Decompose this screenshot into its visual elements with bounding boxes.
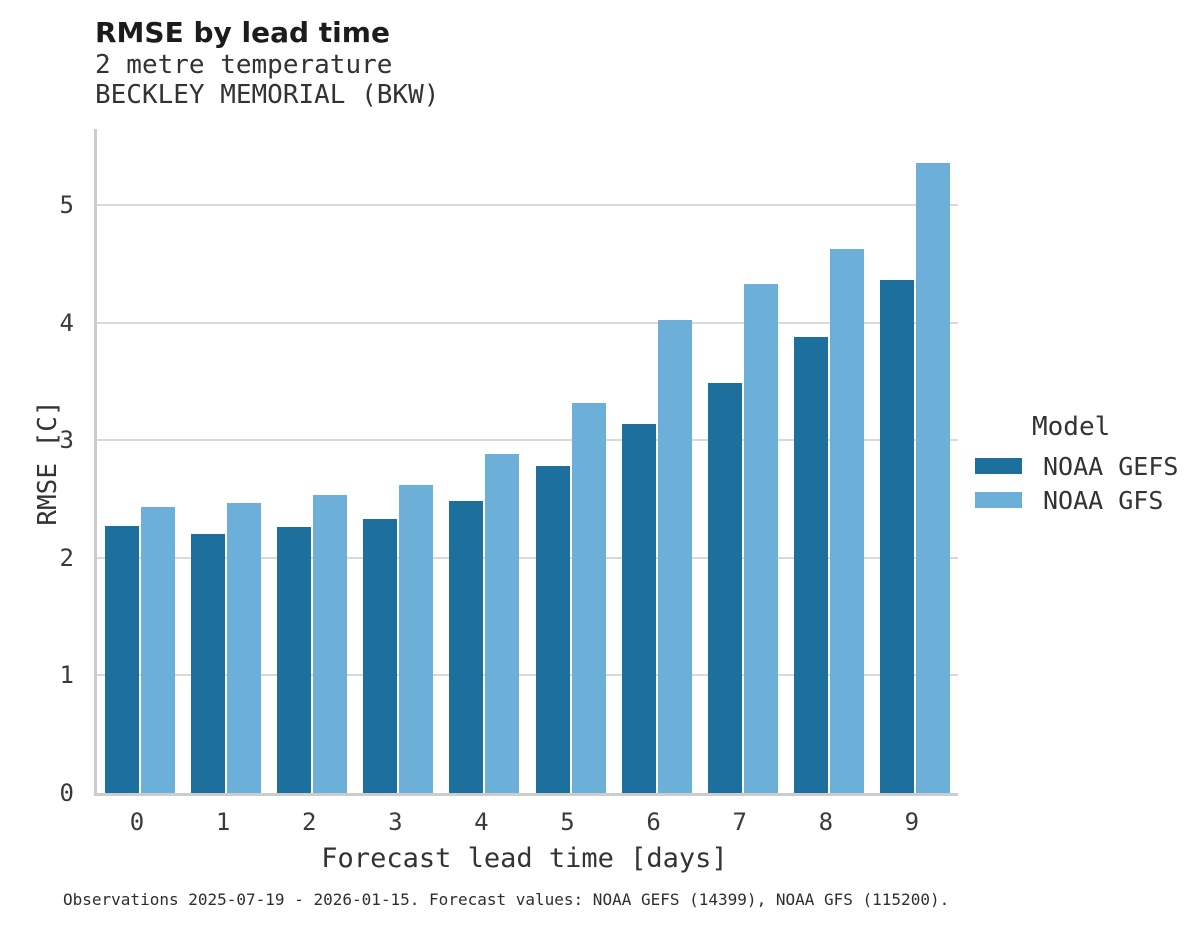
y-tick-label-5: 5: [59, 191, 74, 219]
gridline-y-5: [97, 204, 958, 206]
bar-noaa-gefs-lead-1: [191, 534, 226, 793]
bar-noaa-gfs-lead-0: [141, 507, 175, 793]
x-tick-label-7: 7: [732, 808, 747, 836]
bar-noaa-gfs-lead-5: [571, 402, 606, 793]
bar-noaa-gfs-lead-1: [227, 502, 262, 793]
y-tick-label-3: 3: [59, 426, 74, 455]
bar-noaa-gefs-lead-8: [793, 336, 828, 793]
plot-area: [94, 129, 958, 796]
bar-noaa-gefs-lead-2: [277, 527, 312, 793]
gridline-y-1: [97, 674, 958, 677]
bar-noaa-gfs-lead-3: [399, 484, 434, 793]
bar-noaa-gefs-lead-4: [449, 501, 484, 793]
y-axis-label: RMSE [C]: [33, 400, 63, 526]
bar-noaa-gfs-lead-4: [485, 454, 520, 793]
x-tick-label-6: 6: [646, 808, 661, 836]
legend: Model NOAA GEFS NOAA GFS: [975, 412, 1190, 515]
gridline-y-4: [97, 321, 958, 324]
chart-subtitle-station: BECKLEY MEMORIAL (BKW): [95, 80, 440, 110]
gridline-y-3: [97, 439, 958, 442]
y-tick-label-2: 2: [59, 543, 74, 572]
legend-title: Model: [1032, 412, 1111, 442]
y-tick-label-0: 0: [59, 779, 74, 807]
bar-noaa-gefs-lead-3: [363, 519, 398, 793]
bar-noaa-gefs-lead-7: [707, 382, 742, 793]
x-tick-label-3: 3: [388, 808, 403, 836]
bar-noaa-gefs-lead-0: [105, 526, 139, 793]
legend-item-gefs: NOAA GEFS: [975, 452, 1190, 481]
bar-noaa-gfs-lead-7: [743, 283, 778, 793]
x-tick-label-2: 2: [301, 808, 317, 836]
x-tick-label-8: 8: [818, 808, 834, 836]
x-tick-label-4: 4: [474, 808, 489, 836]
legend-swatch-gfs: [975, 492, 1022, 508]
bar-noaa-gfs-lead-9: [915, 162, 950, 793]
bar-noaa-gefs-lead-5: [535, 466, 570, 793]
y-tick-label-4: 4: [59, 308, 74, 337]
bar-noaa-gfs-lead-2: [313, 495, 348, 793]
gridline-y-2: [97, 556, 958, 559]
x-tick-label-9: 9: [904, 808, 920, 836]
bar-noaa-gefs-lead-9: [879, 280, 914, 793]
x-tick-label-5: 5: [560, 808, 575, 836]
legend-label-gfs: NOAA GFS: [1043, 485, 1164, 515]
legend-label-gefs: NOAA GEFS: [1043, 451, 1179, 481]
legend-item-gfs: NOAA GFS: [975, 486, 1190, 515]
bar-noaa-gefs-lead-6: [621, 423, 656, 793]
y-tick-label-1: 1: [59, 661, 74, 690]
legend-swatch-gefs: [975, 458, 1022, 474]
x-axis-label: Forecast lead time [days]: [321, 843, 728, 874]
footnote: Observations 2025-07-19 - 2026-01-15. Fo…: [63, 890, 950, 909]
x-tick-label-0: 0: [129, 808, 145, 836]
bar-noaa-gfs-lead-6: [657, 320, 692, 793]
chart-title: RMSE by lead time: [95, 16, 390, 49]
x-tick-label-1: 1: [215, 808, 231, 836]
chart-subtitle-variable: 2 metre temperature: [95, 50, 393, 80]
bar-noaa-gfs-lead-8: [829, 248, 864, 793]
